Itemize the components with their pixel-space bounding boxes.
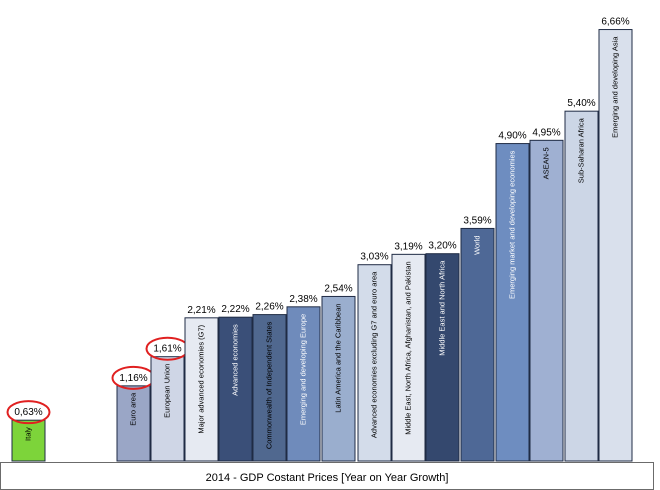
data-label: 0,63% bbox=[14, 407, 42, 418]
data-label: 2,26% bbox=[255, 302, 283, 313]
bar bbox=[286, 306, 321, 462]
data-label: 2,38% bbox=[289, 294, 317, 305]
category-label: ASEAN-5 bbox=[541, 147, 550, 179]
bar bbox=[321, 295, 356, 462]
category-label: Sub-Saharan Africa bbox=[576, 117, 585, 183]
category-label: European Union bbox=[162, 364, 171, 418]
category-label: Advanced economies excluding G7 and euro… bbox=[369, 271, 378, 438]
bar bbox=[218, 316, 253, 462]
bar bbox=[529, 139, 564, 462]
data-label: 1,61% bbox=[153, 344, 181, 355]
bar bbox=[598, 29, 633, 462]
category-label: Emerging market and developing economies bbox=[507, 150, 516, 299]
gdp-growth-bar-chart: 0,63% Italy 1,16% Euro area 1,61% European Un… bbox=[6, 17, 633, 462]
category-label: Latin America and the Caribbean bbox=[333, 303, 342, 412]
bar bbox=[11, 419, 46, 462]
category-label: Italy bbox=[23, 427, 32, 441]
bar bbox=[391, 253, 426, 462]
category-label: Euro area bbox=[128, 392, 137, 426]
data-label: 3,19% bbox=[394, 241, 422, 252]
bar bbox=[460, 227, 495, 462]
data-label: 2,21% bbox=[187, 305, 215, 316]
bar bbox=[425, 253, 460, 462]
bar bbox=[150, 356, 185, 462]
data-label: 3,20% bbox=[428, 241, 456, 252]
data-label: 2,54% bbox=[324, 283, 352, 294]
bar bbox=[357, 264, 392, 462]
bar bbox=[495, 143, 530, 462]
category-label: Advanced economies bbox=[230, 324, 239, 396]
data-label: 4,90% bbox=[498, 131, 526, 142]
category-label: Commonwealth of Independent States bbox=[264, 321, 273, 449]
category-label: Middle East, North Africa, Afghanistan, … bbox=[403, 261, 412, 434]
data-label: 4,95% bbox=[532, 127, 560, 138]
data-label: 3,59% bbox=[463, 215, 491, 226]
data-label: 6,66% bbox=[601, 17, 629, 28]
category-label: Major advanced economies (G7) bbox=[196, 324, 205, 433]
category-label: Middle East and North Africa bbox=[437, 260, 446, 356]
highlight-circle bbox=[6, 400, 51, 425]
data-label: 3,03% bbox=[360, 252, 388, 263]
x-axis-label: 2014 - GDP Costant Prices [Year on Year … bbox=[205, 472, 449, 484]
bar bbox=[184, 317, 219, 462]
category-label: World bbox=[472, 235, 481, 254]
data-label: 5,40% bbox=[567, 98, 595, 109]
category-label: Emerging and developing Asia bbox=[610, 36, 619, 138]
category-label: Emerging and developing Europe bbox=[298, 314, 307, 425]
bar bbox=[564, 110, 599, 462]
bar bbox=[116, 385, 151, 462]
bar bbox=[252, 314, 287, 462]
data-label: 2,22% bbox=[221, 304, 249, 315]
data-label: 1,16% bbox=[119, 373, 147, 384]
